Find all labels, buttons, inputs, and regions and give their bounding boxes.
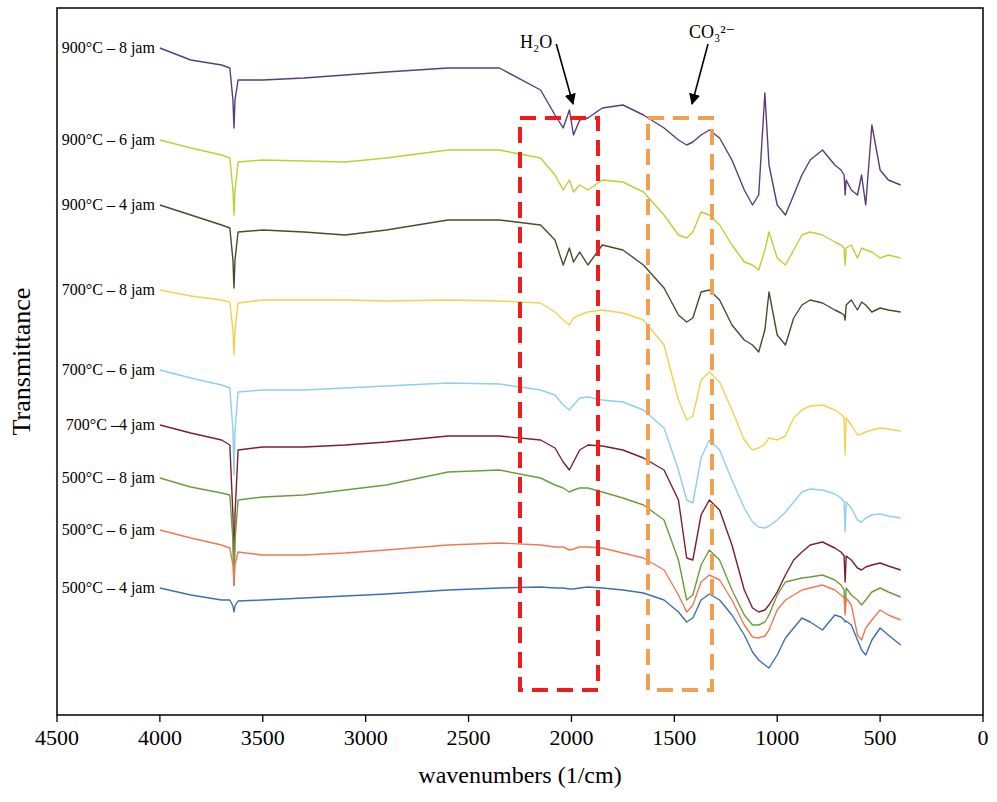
series-label: 700°C –4 jam [66,416,156,434]
series-group [160,48,901,668]
x-tick [56,715,57,722]
plot-frame [57,8,983,715]
x-tick-label: 1500 [652,725,696,750]
x-tick [571,715,572,722]
x-axis-title: wavenumbers (1/cm) [418,762,621,788]
x-tick [468,715,469,722]
series-label: 700°C – 6 jam [62,361,156,379]
x-tick-label: 0 [978,725,989,750]
spectrum-line [160,205,901,352]
x-tick [262,715,263,722]
annotation-label: CO₃²⁻ [689,22,735,42]
y-axis-title: Transmittance [7,288,36,436]
x-tick [879,715,880,722]
annotation-box [520,118,598,690]
x-tick [159,715,160,722]
series-label: 900°C – 4 jam [62,196,156,214]
series-label: 900°C – 6 jam [62,131,156,149]
spectrum-line [160,48,901,215]
annotation-label: H₂O [520,32,552,52]
chart: 4500 4000 3500 3000 2500 2000 1500 1000 500 0 wave… [0,0,997,802]
spectrum-line [160,290,901,455]
spectrum-line [160,530,901,640]
x-tick-label: 4000 [138,725,182,750]
series-label: 700°C – 8 jam [62,281,156,299]
x-tick-label: 500 [864,725,897,750]
x-tick [982,715,983,722]
x-tick-label: 1000 [755,725,799,750]
x-tick-label: 3500 [241,725,285,750]
series-label: 900°C – 8 jam [62,39,156,57]
annotation-arrow [556,44,573,104]
annotation-box [648,118,712,690]
series-label: 500°C – 6 jam [62,521,156,539]
x-tick [777,715,778,722]
spectrum-line [160,140,901,270]
spectrum-line [160,425,901,612]
x-tick-label: 4500 [35,725,79,750]
annotation-arrow [692,44,708,104]
x-tick [674,715,675,722]
x-tick-label: 3000 [344,725,388,750]
x-tick-label: 2000 [549,725,593,750]
x-tick-label: 2500 [447,725,491,750]
series-label: 500°C – 8 jam [62,469,156,487]
x-tick [365,715,366,722]
spectrum-line [160,470,901,625]
spectrum-line [160,370,901,532]
spectrum-line [160,587,901,668]
series-label: 500°C – 4 jam [62,579,156,597]
